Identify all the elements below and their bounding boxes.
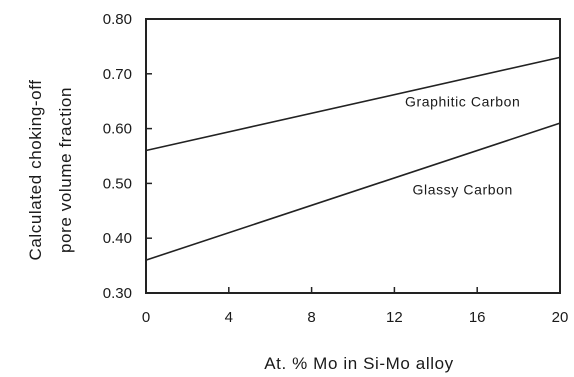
x-tick-label: 0 [142,309,150,326]
x-tick-label: 8 [307,309,315,326]
series-line-glassy-carbon [145,122,561,261]
x-tick-label: 4 [225,309,233,326]
x-axis-title: At. % Mo in Si-Mo alloy [264,354,454,373]
y-tick-label: 0.40 [103,230,132,247]
y-tick-label: 0.80 [103,11,132,28]
y-tick-label: 0.50 [103,175,132,192]
x-tick-label: 20 [552,309,569,326]
y-tick-label: 0.70 [103,66,132,83]
series-annotation-glassy-carbon: Glassy Carbon [413,181,513,197]
y-axis-title-line-1: Calculated choking-off [26,79,45,260]
series-line-graphitic-carbon [145,56,561,152]
x-tick-label: 16 [469,309,486,326]
series-annotation-graphitic-carbon: Graphitic Carbon [405,94,520,110]
plot-frame [145,18,561,294]
y-tick-label: 0.30 [103,285,132,302]
y-tick-label: 0.60 [103,121,132,138]
y-axis-title-line-2: pore volume fraction [56,87,75,253]
x-tick-label: 12 [386,309,403,326]
